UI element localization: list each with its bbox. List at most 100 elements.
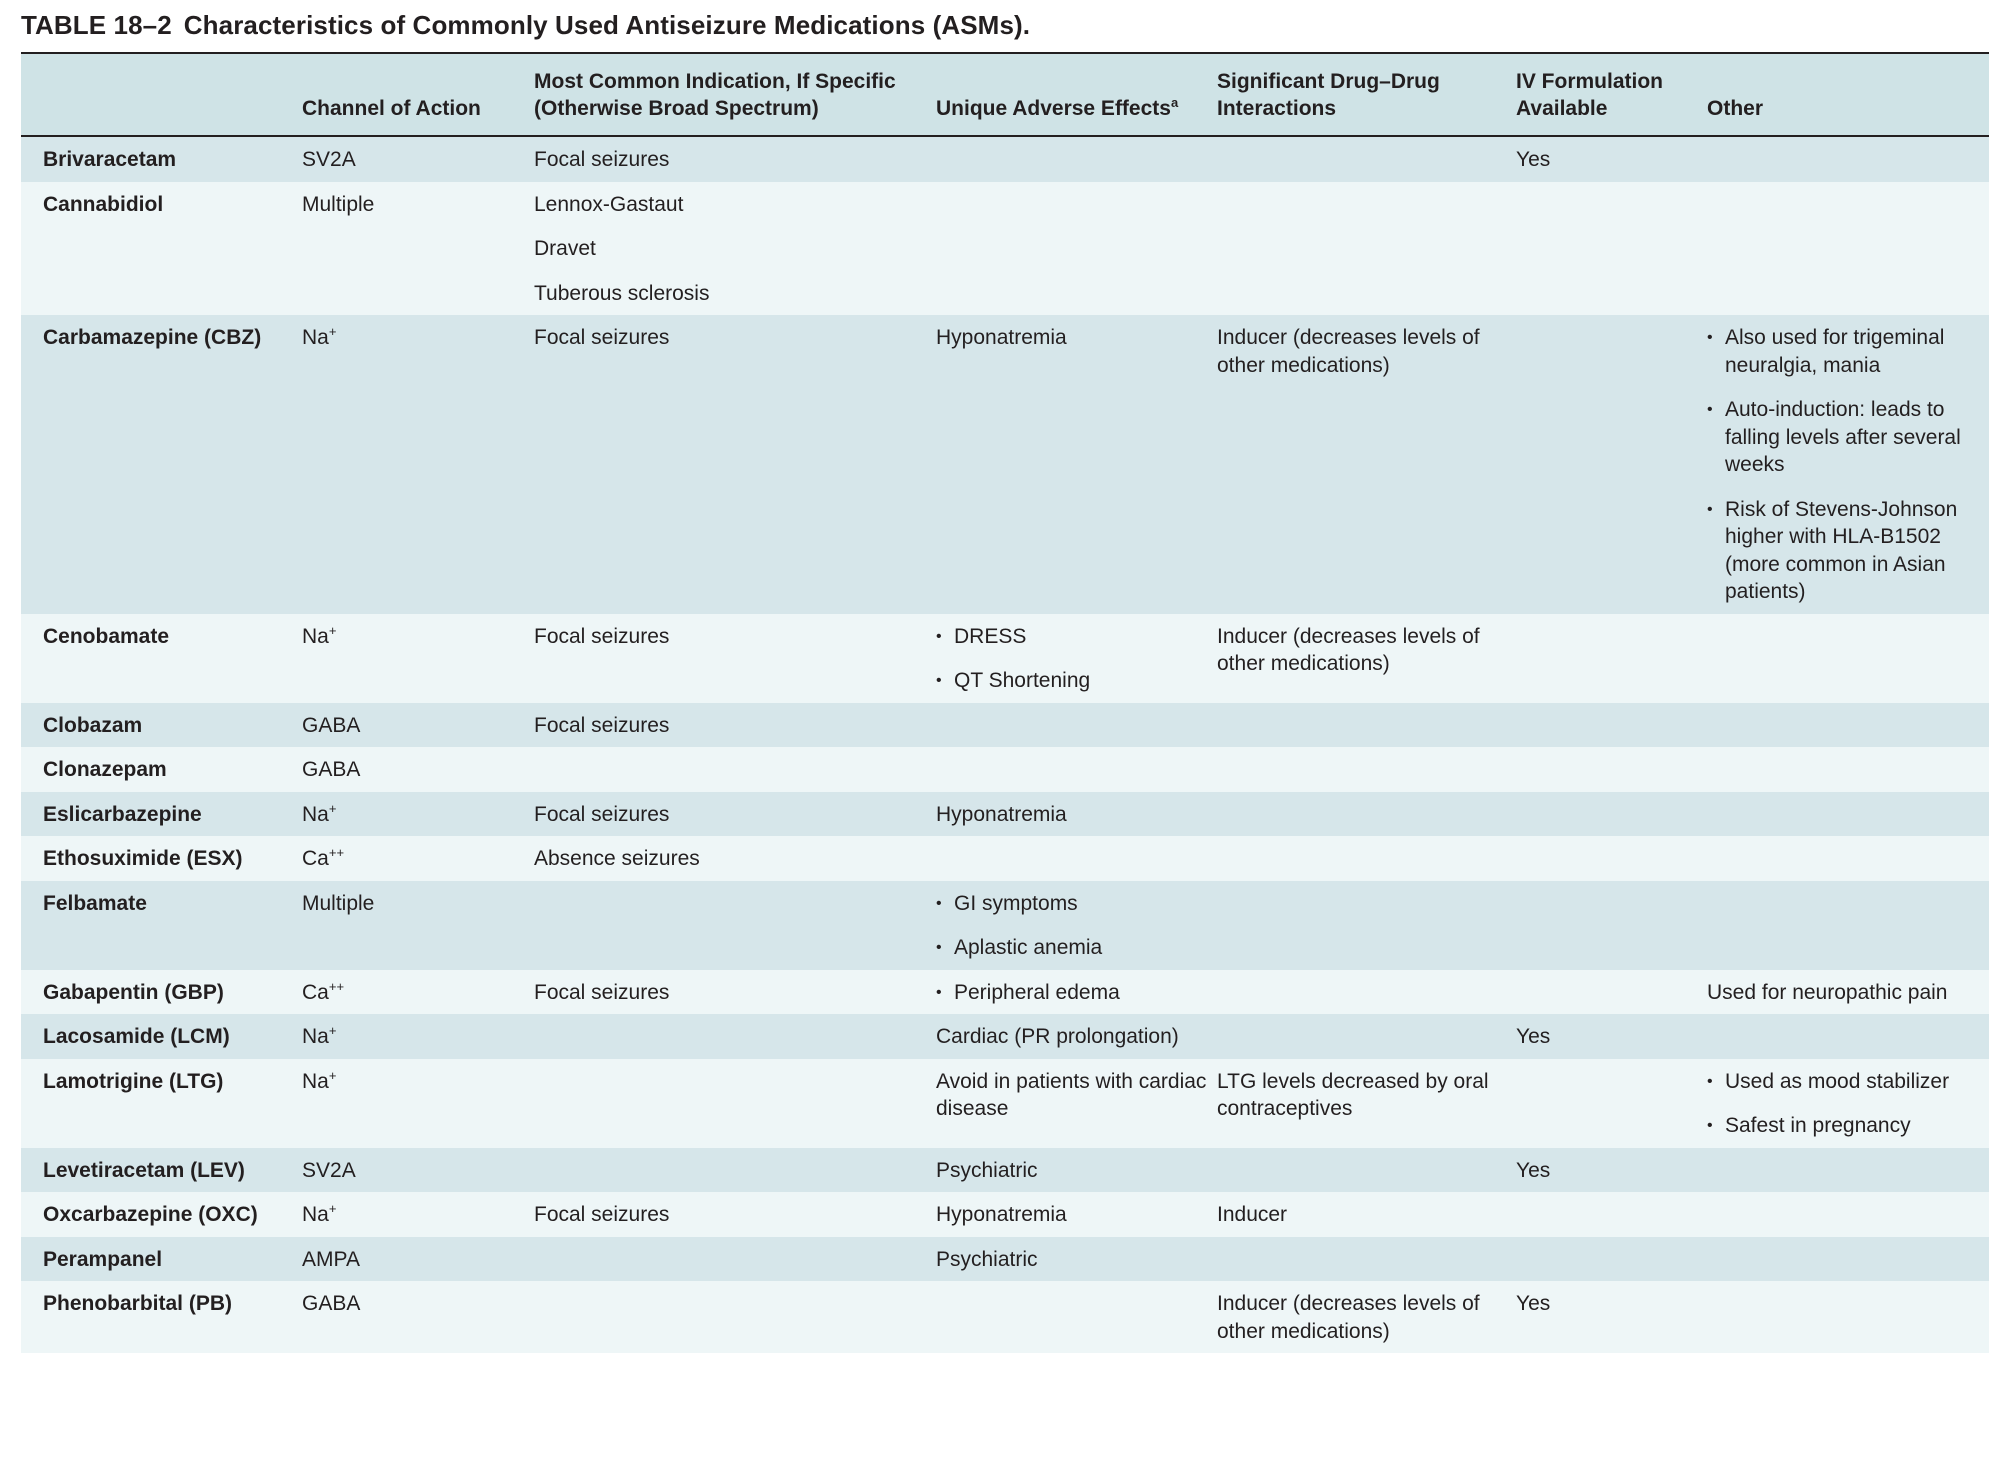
iv-cell: Yes [1516, 1148, 1707, 1193]
table-row: Carbamazepine (CBZ) Na+ Focal seizures Hypo… [21, 315, 1989, 614]
adverse-cell: Peripheral edema [936, 970, 1217, 1015]
iv-value: Yes [1516, 1158, 1551, 1182]
header-interactions: Significant Drug–Drug Interactions [1217, 53, 1516, 137]
drug-name: Lamotrigine (LTG) [43, 1069, 224, 1093]
iv-cell: Yes [1516, 1014, 1707, 1059]
iv-cell [1516, 836, 1707, 881]
channel-value: SV2A [302, 1158, 356, 1182]
indication-cell [534, 1148, 936, 1193]
interactions-cell [1217, 747, 1516, 792]
other-bullet-item: Also used for trigemi­nal neuralgia, man… [1707, 324, 1979, 379]
drug-name: Brivaracetam [43, 148, 177, 171]
other-cell [1707, 836, 1989, 881]
channel-cell: Multiple [302, 881, 534, 970]
channel-value: Na [302, 1069, 329, 1093]
adverse-cell: GI symptoms Aplastic anemia [936, 881, 1217, 970]
table-header: Channel of Action Most Common Indication… [21, 53, 1989, 137]
drug-name-cell: Carbamazepine (CBZ) [21, 315, 302, 614]
adverse-item: Psychiatric [936, 1158, 1038, 1182]
other-bullet-item: Used as mood stabilizer [1707, 1068, 1979, 1096]
iv-value: Yes [1516, 1292, 1551, 1315]
drug-name: Lacosamide (LCM) [43, 1025, 230, 1048]
channel-value: GABA [302, 758, 361, 781]
drug-name-cell: Felbamate [21, 881, 302, 970]
channel-cell: Ca++ [302, 836, 534, 881]
channel-cell: SV2A [302, 136, 534, 182]
table-row: Brivaracetam SV2A Focal seizures Yes [21, 136, 1989, 182]
ion-charge: ++ [328, 845, 345, 860]
adverse-item: Psychiatric [936, 1247, 1038, 1271]
iv-cell [1516, 1237, 1707, 1282]
adverse-list: DRESS QT Shortening [936, 623, 1207, 695]
interactions-cell [1217, 136, 1516, 182]
other-cell [1707, 1192, 1989, 1237]
channel-value: Na [302, 1025, 329, 1048]
iv-cell [1516, 1192, 1707, 1237]
adverse-cell [936, 836, 1217, 881]
indication-cell: Absence seizures [534, 836, 936, 881]
other-cell [1707, 747, 1989, 792]
interactions-text: Inducer (decreases levels of other medic… [1217, 624, 1480, 676]
drug-name-cell: Lacosamide (LCM) [21, 1014, 302, 1059]
channel-cell: GABA [302, 703, 534, 748]
channel-cell: Na+ [302, 1192, 534, 1237]
adverse-item: Hyponatremia [936, 1203, 1067, 1226]
iv-cell [1516, 970, 1707, 1015]
channel-value: GABA [302, 1292, 361, 1315]
interactions-cell [1217, 970, 1516, 1015]
other-bullet-item: Auto-induction: leads to falling levels … [1707, 396, 1979, 479]
indication-cell: Focal seizures [534, 136, 936, 182]
interactions-cell [1217, 881, 1516, 970]
indication-item: Focal seizures [534, 713, 670, 737]
interactions-cell [1217, 1237, 1516, 1282]
drug-name: Clonazepam [43, 758, 167, 781]
other-cell [1707, 1237, 1989, 1282]
indication-cell: Focal seizures [534, 792, 936, 837]
drug-name: Cenobamate [43, 624, 170, 648]
adverse-cell: Hyponatremia [936, 792, 1217, 837]
table-body: Brivaracetam SV2A Focal seizures Yes Cannabi… [21, 136, 1989, 1353]
ion-charge: + [328, 324, 337, 339]
channel-value: GABA [302, 713, 361, 737]
iv-cell [1516, 315, 1707, 614]
drug-name-cell: Clobazam [21, 703, 302, 748]
channel-cell: Na+ [302, 792, 534, 837]
table-row: Felbamate Multiple GI symptoms Aplastic ane… [21, 880, 1989, 970]
table-number: TABLE 18–2 [21, 10, 172, 40]
other-cell [1707, 1014, 1989, 1059]
drug-name-cell: Brivaracetam [21, 136, 302, 182]
header-drug [21, 53, 302, 137]
table-row: Perampanel AMPA Psychiatric [21, 1236, 1989, 1282]
channel-value: Na [302, 624, 329, 648]
other-cell [1707, 136, 1989, 182]
drug-name-cell: Oxcarbazepine (OXC) [21, 1192, 302, 1237]
indication-item: Focal seizures [534, 148, 670, 171]
table-row: Gabapentin (GBP)Ca++Focal seizuresPeriph… [21, 969, 1989, 1015]
other-bullet-item: Risk of Stevens-John­son higher with HLA… [1707, 496, 1979, 606]
drug-name: Levetiracetam (LEV) [43, 1158, 245, 1182]
medication-table: Channel of Action Most Common Indication… [21, 52, 1989, 1353]
indication-cell: Lennox-Gastaut Dravet Tuberous sclerosis [534, 182, 936, 316]
drug-name-cell: Eslicarbazepine [21, 792, 302, 837]
channel-cell: Na+ [302, 1059, 534, 1148]
other-cell [1707, 1148, 1989, 1193]
indication-cell [534, 1014, 936, 1059]
adverse-item: Avoid in patients with cardiac disease [936, 1069, 1207, 1121]
drug-name: Cannabidiol [43, 192, 164, 216]
other-cell [1707, 792, 1989, 837]
iv-cell: Yes [1516, 136, 1707, 182]
drug-name-cell: Cenobamate [21, 614, 302, 703]
adverse-cell: Cardiac (PR prolongation) [936, 1014, 1217, 1059]
other-cell [1707, 614, 1989, 703]
table-row: Levetiracetam (LEV) SV2A Psychiatric Yes [21, 1147, 1989, 1193]
indication-cell: Focal seizures [534, 315, 936, 614]
other-cell: Used for neuropathic pain [1707, 970, 1989, 1015]
channel-cell: GABA [302, 1281, 534, 1353]
channel-value: AMPA [302, 1247, 360, 1271]
header-other: Other [1707, 53, 1989, 137]
iv-cell: Yes [1516, 1281, 1707, 1353]
interactions-cell [1217, 1148, 1516, 1193]
drug-name: Carbamazepine (CBZ) [43, 326, 262, 349]
channel-cell: Na+ [302, 614, 534, 703]
indication-cell [534, 1059, 936, 1148]
